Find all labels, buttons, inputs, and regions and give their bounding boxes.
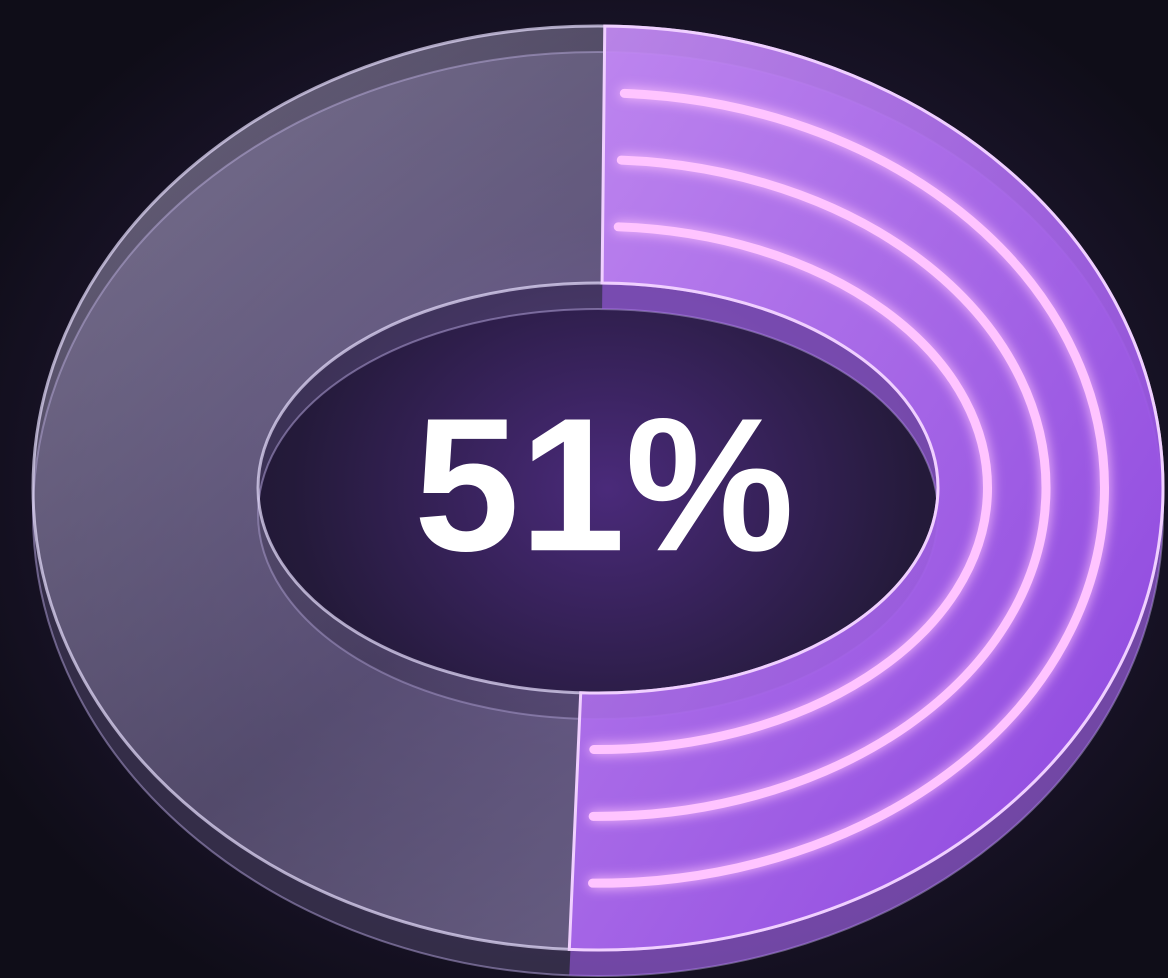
value-segment <box>567 24 1165 976</box>
donut <box>31 24 1165 977</box>
glow-line <box>589 222 992 755</box>
glow-line <box>588 155 1051 821</box>
glow-line <box>588 88 1109 888</box>
center-label: 51% <box>414 379 794 591</box>
